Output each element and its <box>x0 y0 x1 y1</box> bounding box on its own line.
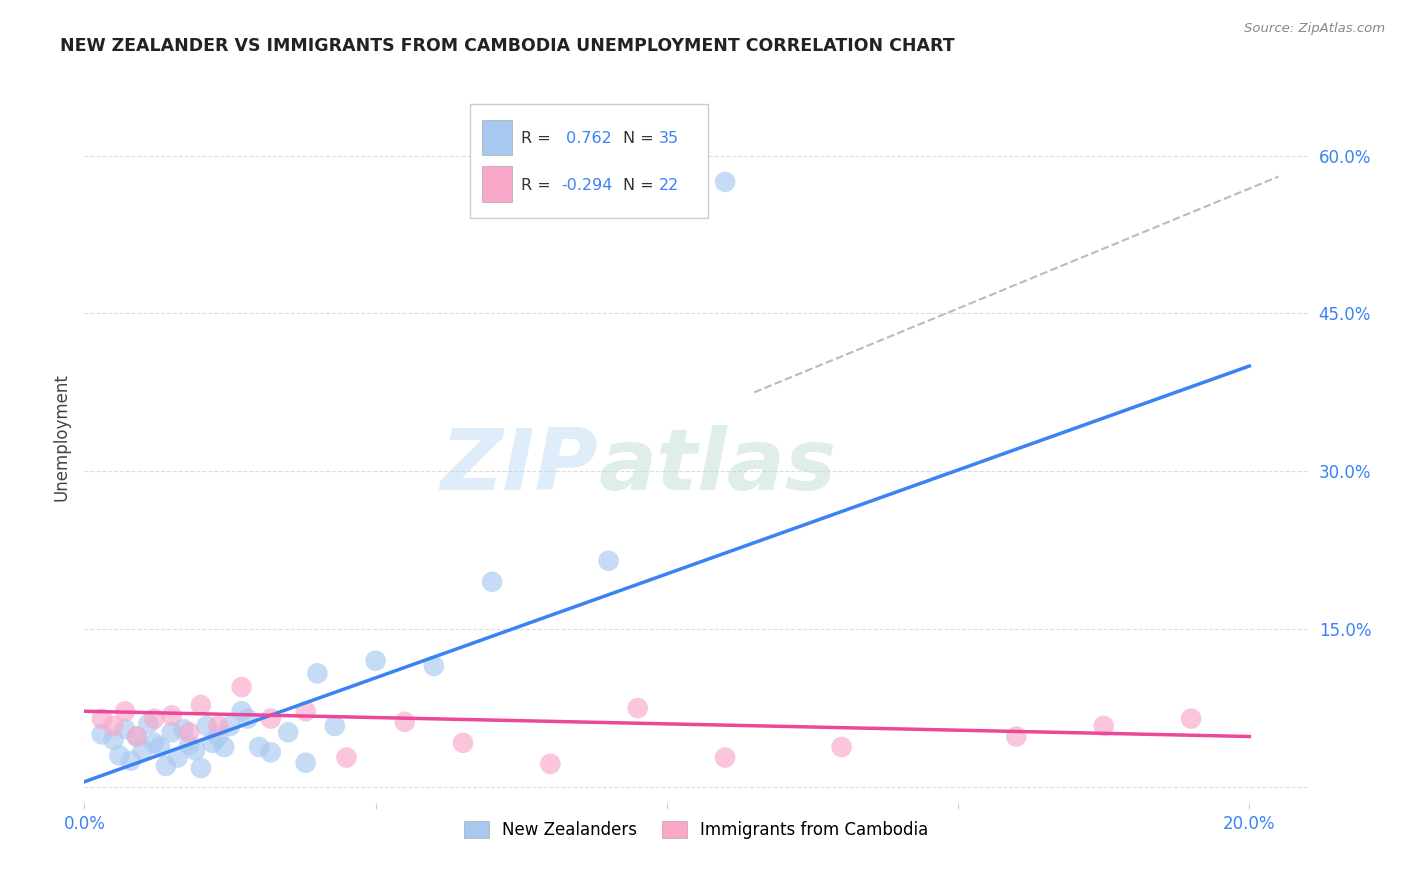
Point <box>260 712 283 726</box>
Point <box>538 756 561 771</box>
Point <box>1092 719 1115 733</box>
Point <box>714 175 737 189</box>
Point <box>160 725 183 739</box>
Point <box>190 761 212 775</box>
Point <box>394 714 416 729</box>
Point <box>247 739 270 754</box>
Bar <box>482 167 513 202</box>
Text: atlas: atlas <box>598 425 837 508</box>
Point <box>125 730 148 744</box>
Point <box>481 574 503 589</box>
Point <box>219 719 242 733</box>
Point <box>90 712 112 726</box>
Point <box>831 739 853 754</box>
Bar <box>482 120 513 155</box>
Point <box>90 727 112 741</box>
Point <box>143 712 166 726</box>
Point <box>231 680 253 694</box>
Text: Source: ZipAtlas.com: Source: ZipAtlas.com <box>1244 22 1385 36</box>
Text: 0.762: 0.762 <box>561 131 612 146</box>
Point <box>714 750 737 764</box>
Point <box>114 722 136 736</box>
Text: N =: N = <box>623 178 658 193</box>
Point <box>155 759 177 773</box>
Point <box>364 654 387 668</box>
Text: 22: 22 <box>659 178 679 193</box>
Point <box>335 750 357 764</box>
Point <box>294 704 316 718</box>
Point <box>114 704 136 718</box>
Point <box>207 719 229 733</box>
Point <box>184 743 207 757</box>
Point <box>307 666 329 681</box>
FancyBboxPatch shape <box>470 104 709 218</box>
Point <box>195 719 218 733</box>
Text: NEW ZEALANDER VS IMMIGRANTS FROM CAMBODIA UNEMPLOYMENT CORRELATION CHART: NEW ZEALANDER VS IMMIGRANTS FROM CAMBODI… <box>60 37 955 54</box>
Text: ZIP: ZIP <box>440 425 598 508</box>
Point <box>143 736 166 750</box>
Point <box>231 704 253 718</box>
Point <box>131 743 153 757</box>
Point <box>108 748 131 763</box>
Point <box>1005 730 1028 744</box>
Point <box>207 730 229 744</box>
Point <box>125 730 148 744</box>
Point <box>1180 712 1202 726</box>
Point <box>172 722 194 736</box>
Point <box>179 725 201 739</box>
Y-axis label: Unemployment: Unemployment <box>52 373 70 501</box>
Point <box>201 736 224 750</box>
Point <box>149 739 172 754</box>
Point <box>120 754 142 768</box>
Point <box>160 708 183 723</box>
Point <box>598 554 620 568</box>
Point <box>236 712 259 726</box>
Point <box>260 745 283 759</box>
Point <box>451 736 474 750</box>
Point <box>166 750 188 764</box>
Text: R =: R = <box>522 178 555 193</box>
Text: -0.294: -0.294 <box>561 178 613 193</box>
Point <box>103 732 125 747</box>
Text: R =: R = <box>522 131 555 146</box>
Point <box>323 719 346 733</box>
Point <box>627 701 650 715</box>
Text: N =: N = <box>623 131 658 146</box>
Point <box>103 719 125 733</box>
Point <box>190 698 212 712</box>
Point <box>294 756 316 770</box>
Text: 35: 35 <box>659 131 679 146</box>
Point <box>138 717 160 731</box>
Legend: New Zealanders, Immigrants from Cambodia: New Zealanders, Immigrants from Cambodia <box>457 814 935 846</box>
Point <box>277 725 299 739</box>
Point <box>212 739 235 754</box>
Point <box>179 738 201 752</box>
Point <box>423 659 446 673</box>
